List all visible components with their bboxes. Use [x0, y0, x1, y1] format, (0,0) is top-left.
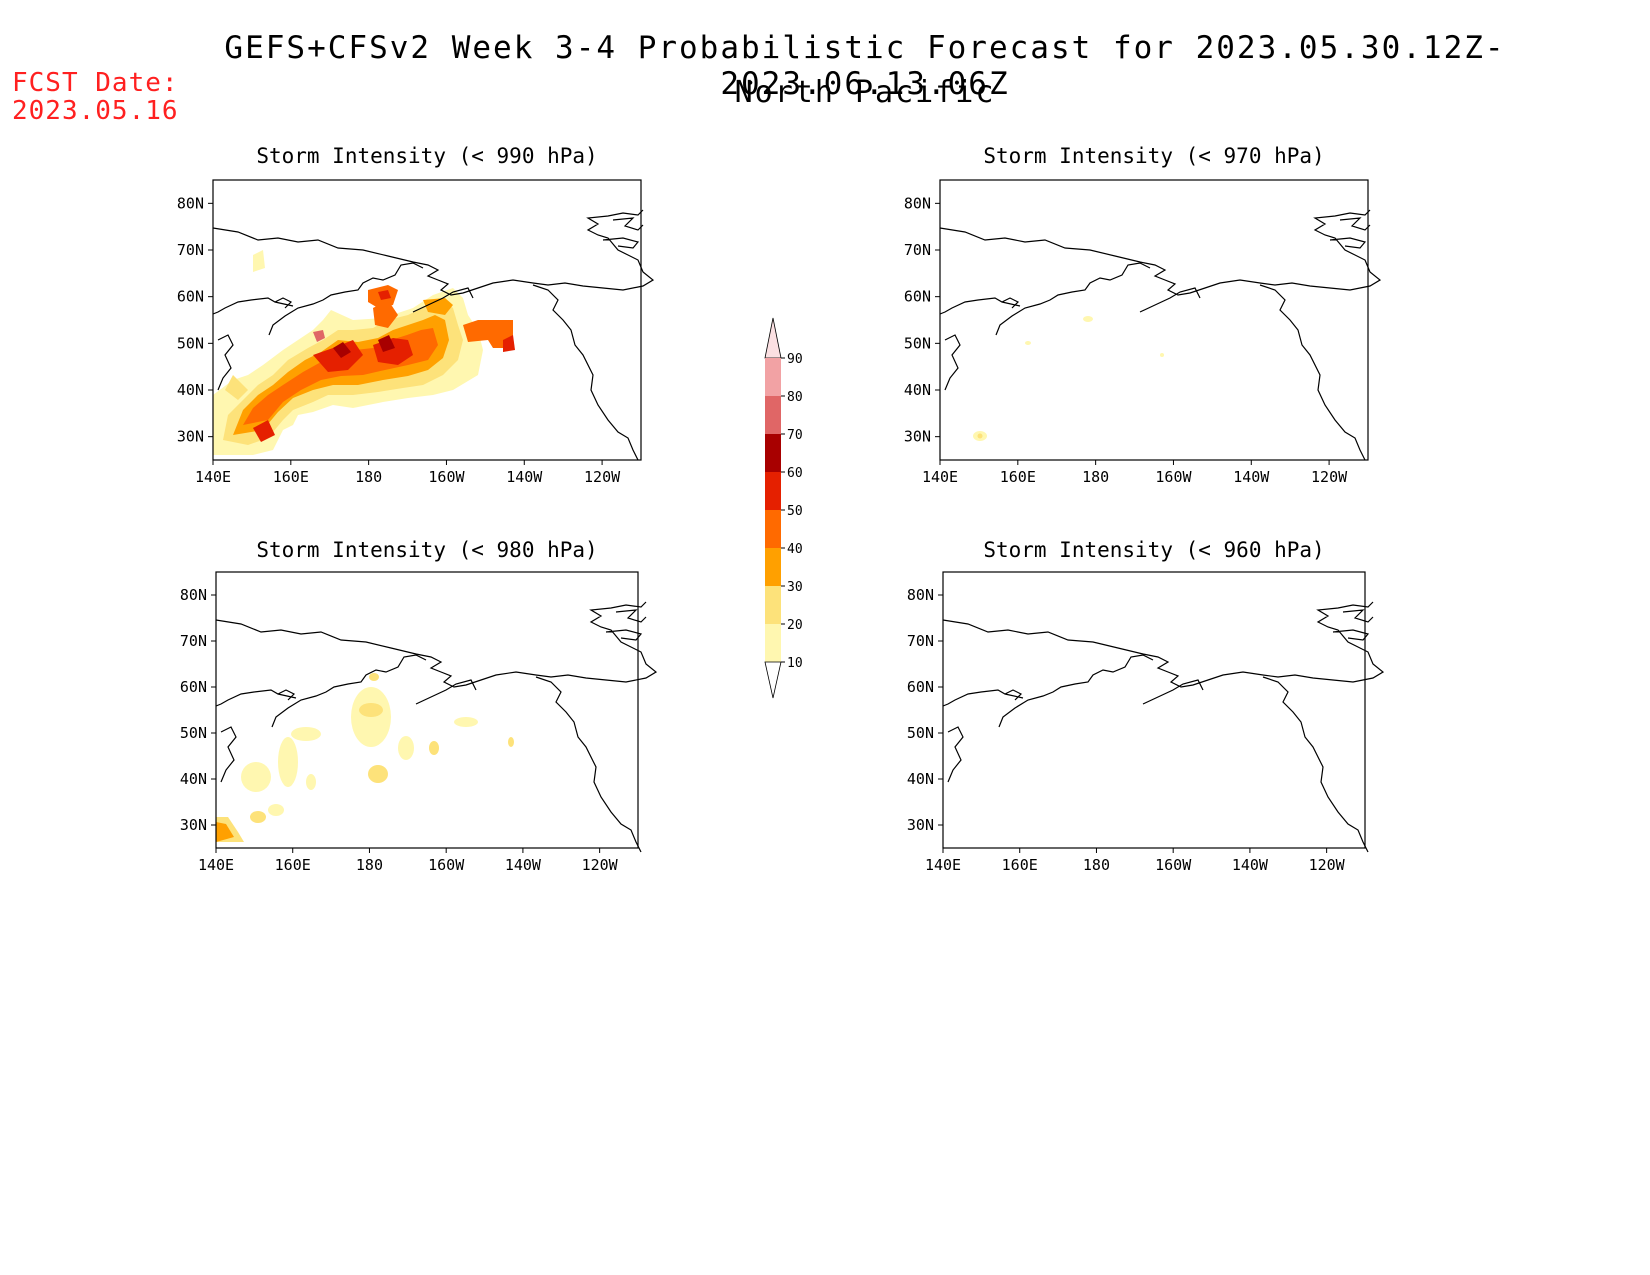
lat-tick-label: 40N — [177, 381, 204, 399]
colorbar-label: 20 — [787, 618, 803, 633]
lon-tick-label: 160E — [1000, 468, 1036, 486]
lon-tick-label: 120W — [1309, 856, 1346, 874]
lon-tick-label: 140W — [1233, 468, 1270, 486]
lat-tick-label: 40N — [907, 770, 934, 788]
colorbar-label: 50 — [787, 504, 803, 519]
lon-tick-label: 160W — [428, 856, 465, 874]
lon-tick-label: 180 — [356, 856, 383, 874]
lon-tick-label: 160E — [275, 856, 311, 874]
axis-ticks-980: 140E 160E 180 160W 140W 120W 80N 70N 60N 50N 40N 30… — [180, 586, 619, 874]
lon-tick-label: 140E — [922, 468, 958, 486]
colorbar-label: 90 — [787, 352, 803, 367]
panel-990: 140E 160E 180 160W 140W 120W 80N 70N 60N 50N 40N 30… — [177, 179, 654, 486]
lat-tick-label: 40N — [904, 381, 931, 399]
lon-tick-label: 160W — [1155, 856, 1192, 874]
lon-tick-label: 160E — [1002, 856, 1038, 874]
lat-tick-label: 80N — [904, 194, 931, 212]
lon-tick-label: 160E — [273, 468, 309, 486]
axis-ticks-960: 140E 160E 180 160W 140W 120W 80N 70N 60N 50N 40N 30… — [907, 586, 1346, 874]
page-subtitle: North Pacific — [734, 75, 996, 110]
lat-tick-label: 70N — [904, 241, 931, 259]
panel-title-970: Storm Intensity (< 970 hPa) — [983, 144, 1324, 168]
storm-probability-field-970 — [973, 316, 1164, 441]
colorbar-cell — [765, 548, 781, 586]
lat-tick-label: 60N — [177, 288, 204, 306]
colorbar-cell — [765, 358, 781, 396]
colorbar-label: 30 — [787, 580, 803, 595]
colorbar-cell — [765, 510, 781, 548]
lon-tick-label: 140W — [506, 468, 543, 486]
axis-ticks-990: 140E 160E 180 160W 140W 120W 80N 70N 60N 50N 40N 30… — [177, 194, 621, 486]
lon-tick-label: 160W — [1155, 468, 1192, 486]
lat-tick-label: 60N — [180, 678, 207, 696]
lon-tick-label: 140E — [198, 856, 234, 874]
colorbar-cell — [765, 396, 781, 434]
panel-970: 140E 160E 180 160W 140W 120W 80N 70N 60N 50N 40N 30… — [904, 179, 1381, 486]
lon-tick-label: 140W — [1232, 856, 1269, 874]
colorbar-cell — [765, 624, 781, 662]
lat-tick-label: 30N — [180, 816, 207, 834]
colorbar-label: 80 — [787, 390, 803, 405]
lat-tick-label: 80N — [177, 194, 204, 212]
lat-tick-label: 30N — [904, 428, 931, 446]
lat-tick-label: 70N — [180, 632, 207, 650]
panel-title-980: Storm Intensity (< 980 hPa) — [256, 538, 597, 562]
colorbar-label: 40 — [787, 542, 803, 557]
fcst-date-value: 2023.05.16 — [12, 96, 179, 126]
panel-title-990: Storm Intensity (< 990 hPa) — [256, 144, 597, 168]
lon-tick-label: 140E — [195, 468, 231, 486]
lat-tick-label: 80N — [907, 586, 934, 604]
colorbar-label: 70 — [787, 428, 803, 443]
lon-tick-label: 160W — [428, 468, 465, 486]
lon-tick-label: 120W — [582, 856, 619, 874]
lon-tick-label: 180 — [1083, 856, 1110, 874]
colorbar-cap-top — [764, 317, 782, 359]
colorbar-label: 10 — [787, 656, 803, 671]
lon-tick-label: 140E — [925, 856, 961, 874]
lat-tick-label: 60N — [904, 288, 931, 306]
fcst-date-label: FCST Date: — [12, 68, 179, 98]
panel-980: 140E 160E 180 160W 140W 120W 80N 70N 60N 50N 40N 30… — [180, 571, 657, 874]
lat-tick-label: 80N — [180, 586, 207, 604]
lat-tick-label: 50N — [904, 334, 931, 352]
lat-tick-label: 50N — [180, 724, 207, 742]
colorbar: 90 80 70 60 50 40 30 20 10 — [764, 317, 803, 699]
lat-tick-label: 40N — [180, 770, 207, 788]
storm-probability-field-990 — [213, 250, 515, 455]
lat-tick-label: 50N — [907, 724, 934, 742]
lat-tick-label: 70N — [907, 632, 934, 650]
colorbar-label: 60 — [787, 466, 803, 481]
lat-tick-label: 60N — [907, 678, 934, 696]
colorbar-cell — [765, 586, 781, 624]
coastline-970 — [939, 209, 1381, 461]
colorbar-cell — [765, 472, 781, 510]
panel-960: 140E 160E 180 160W 140W 120W 80N 70N 60N 50N 40N 30… — [907, 571, 1384, 874]
page-title: GEFS+CFSv2 Week 3-4 Probabilistic Foreca… — [224, 30, 1506, 102]
lon-tick-label: 120W — [1311, 468, 1348, 486]
lon-tick-label: 180 — [355, 468, 382, 486]
colorbar-cap-bottom — [764, 661, 782, 699]
coastline-980 — [215, 601, 657, 853]
coastline-960 — [942, 601, 1384, 853]
axis-ticks-970: 140E 160E 180 160W 140W 120W 80N 70N 60N 50N 40N 30… — [904, 194, 1348, 486]
lat-tick-label: 50N — [177, 334, 204, 352]
panel-title-960: Storm Intensity (< 960 hPa) — [983, 538, 1324, 562]
lat-tick-label: 30N — [177, 428, 204, 446]
lon-tick-label: 120W — [584, 468, 621, 486]
colorbar-cell — [765, 434, 781, 472]
lat-tick-label: 70N — [177, 241, 204, 259]
lon-tick-label: 180 — [1082, 468, 1109, 486]
lon-tick-label: 140W — [505, 856, 542, 874]
lat-tick-label: 30N — [907, 816, 934, 834]
storm-probability-field-980 — [216, 673, 514, 842]
